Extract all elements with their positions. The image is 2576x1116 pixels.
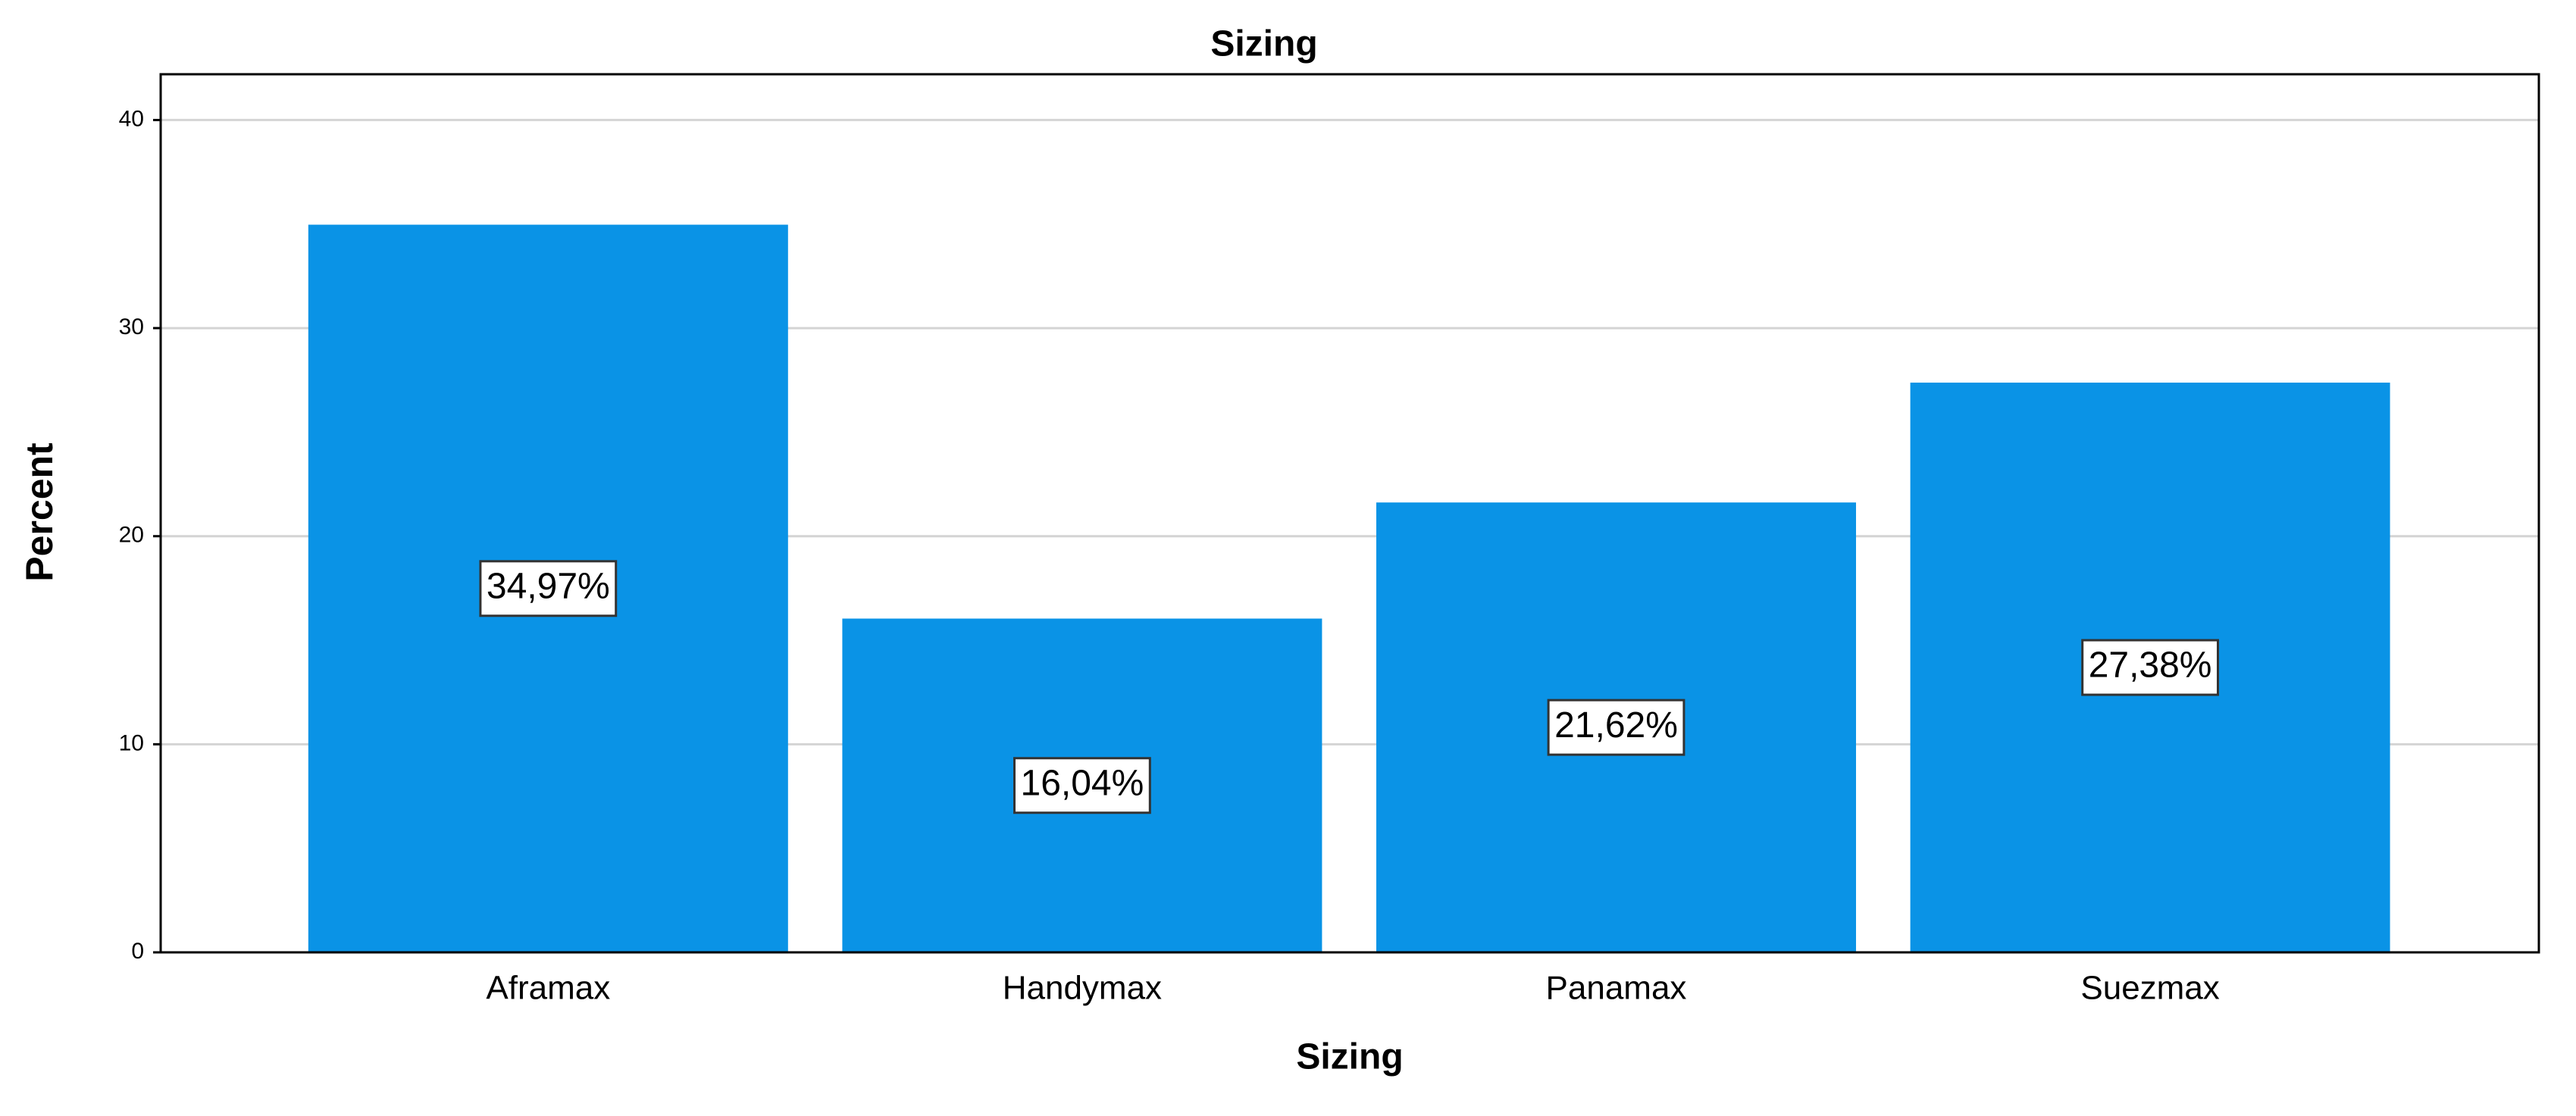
y-tick-label: 40 (119, 106, 144, 131)
value-label-group: 27,38% (2081, 639, 2219, 696)
value-label-group: 34,97% (479, 560, 618, 617)
x-tick-label: Panamax (1546, 970, 1687, 1007)
value-label-box (479, 560, 618, 617)
value-label: 21,62% (1554, 705, 1678, 746)
value-label-group: 21,62% (1547, 699, 1686, 756)
y-axis-label: Percent (18, 442, 61, 582)
y-tick-label: 20 (119, 523, 144, 548)
y-tick-label: 10 (119, 730, 144, 755)
value-label-box (1013, 757, 1151, 814)
value-label-group: 16,04% (1013, 757, 1151, 814)
value-label-box (1547, 699, 1686, 756)
x-tick-label: Handymax (1003, 970, 1162, 1007)
x-tick-label: Aframax (486, 970, 610, 1007)
y-tick-label: 30 (119, 314, 144, 339)
value-label-box (2081, 639, 2219, 696)
plot-frame (159, 73, 2540, 954)
x-tick-label: Suezmax (2080, 970, 2219, 1007)
value-label: 16,04% (1021, 763, 1144, 803)
chart-title: Sizing (1210, 24, 1317, 64)
value-label: 27,38% (2089, 646, 2212, 686)
x-axis-label: Sizing (1296, 1037, 1403, 1077)
value-label: 34,97% (487, 566, 610, 606)
y-tick-label: 0 (131, 939, 144, 964)
